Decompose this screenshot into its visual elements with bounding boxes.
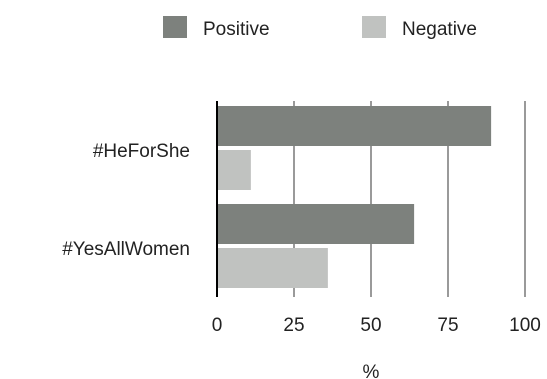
x-axis-title: %	[363, 362, 380, 379]
bar-negative-1	[217, 248, 328, 288]
x-tick-label-100: 100	[509, 315, 541, 336]
legend-swatch-negative	[362, 16, 386, 38]
bar-positive-0	[217, 106, 492, 146]
x-tick-label-0: 0	[212, 315, 223, 336]
x-tick-label-25: 25	[283, 315, 304, 336]
category-label-1: #YesAllWomen	[62, 239, 190, 260]
legend-swatch-positive	[163, 16, 187, 38]
bar-positive-1	[217, 204, 415, 244]
x-tick-label-50: 50	[360, 315, 381, 336]
x-tick-label-75: 75	[437, 315, 458, 336]
category-label-0: #HeForShe	[93, 141, 190, 162]
legend-label-negative: Negative	[402, 19, 477, 40]
legend-label-positive: Positive	[203, 19, 270, 40]
bar-negative-0	[217, 150, 251, 190]
